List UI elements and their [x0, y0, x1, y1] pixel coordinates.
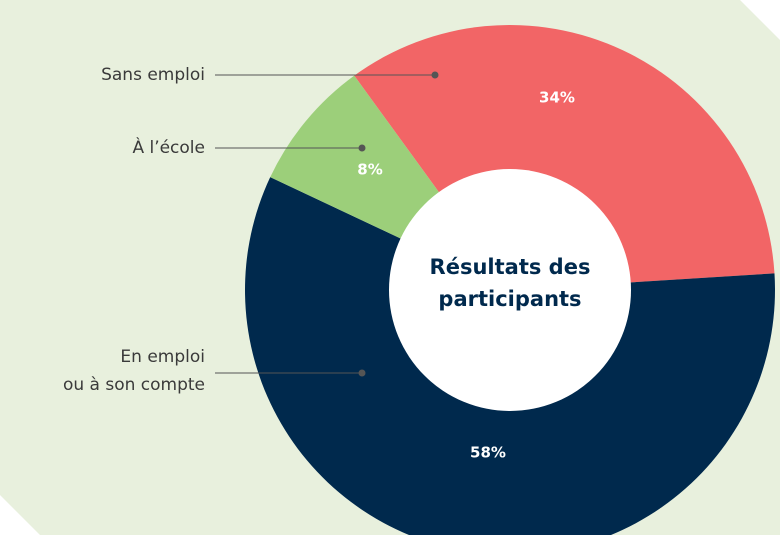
chart-title: participants: [438, 287, 581, 311]
value-label: 8%: [357, 161, 382, 179]
category-label: À l’école: [132, 136, 205, 158]
category-label: Sans emploi: [101, 65, 205, 85]
value-label: 58%: [470, 444, 506, 462]
category-label: ou à son compte: [63, 375, 205, 395]
leader-dot: [358, 369, 366, 377]
labels: 34% Sans emploi 58% En emploi ou à son compt…: [63, 65, 591, 462]
leader-dot: [431, 71, 439, 79]
category-label: En emploi: [120, 347, 205, 367]
donut-segment: [354, 24, 775, 291]
donut-hole: [389, 169, 631, 411]
chart-title: Résultats des: [430, 255, 591, 279]
leader-dot: [358, 144, 366, 152]
value-label: 34%: [539, 89, 575, 107]
